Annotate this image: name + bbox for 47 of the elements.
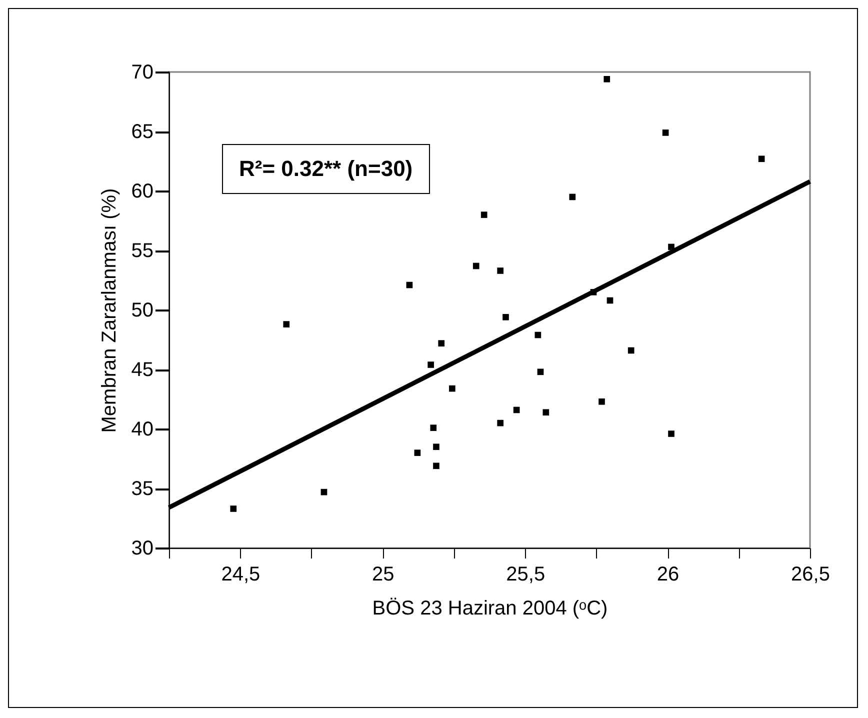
point — [758, 156, 765, 162]
point — [513, 406, 520, 414]
x-tick-label: 25 — [372, 564, 394, 586]
x-tick-label: 26,5 — [791, 564, 830, 586]
point — [480, 212, 488, 218]
point — [433, 462, 440, 470]
point — [628, 347, 634, 354]
point — [668, 244, 674, 250]
point — [668, 430, 674, 437]
text-box: R²= 0.32** (n=30) — [222, 144, 430, 194]
point — [230, 506, 237, 512]
point — [472, 262, 480, 270]
point — [406, 282, 413, 288]
point — [569, 194, 576, 200]
x-axis-title: BÖS 23 Haziran 2004 (ᵒC) — [372, 598, 608, 620]
x-tick-label: 24,5 — [221, 564, 260, 586]
point — [430, 424, 437, 431]
point — [438, 340, 445, 346]
point — [534, 332, 542, 338]
point — [542, 409, 550, 416]
y-tick-label: 30 — [131, 538, 154, 560]
y-tick-label: 45 — [131, 359, 154, 381]
y-tick-label: 35 — [131, 478, 154, 500]
point — [604, 76, 610, 82]
point — [414, 450, 421, 456]
point — [590, 288, 597, 296]
point — [497, 268, 504, 274]
point — [537, 368, 544, 376]
point — [502, 314, 509, 320]
point — [433, 444, 440, 450]
y-tick-label: 70 — [131, 62, 154, 84]
point — [283, 321, 290, 328]
x-tick-label: 26 — [656, 564, 680, 586]
point — [449, 385, 456, 392]
y-tick-label: 55 — [131, 240, 154, 262]
y-tick-label: 40 — [131, 418, 154, 440]
point — [497, 420, 504, 426]
y-tick-label: 60 — [131, 180, 154, 202]
y-tick-label: 65 — [131, 121, 154, 143]
point — [606, 297, 614, 304]
point — [428, 362, 434, 368]
y-tick-label: 50 — [131, 300, 154, 322]
point — [320, 488, 328, 496]
point — [662, 130, 669, 136]
x-tick-label: 25,5 — [506, 564, 546, 586]
point — [598, 398, 605, 405]
y-axis-title: Membran Zararlanması (%) — [98, 188, 120, 433]
